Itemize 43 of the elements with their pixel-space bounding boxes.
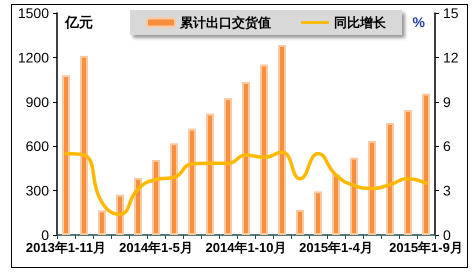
bar — [224, 98, 232, 235]
y2-axis-title: % — [412, 14, 426, 30]
bar — [242, 82, 250, 235]
bar — [404, 110, 412, 235]
x-tick-label: 2013年1-11月 — [26, 240, 106, 255]
y2-tick-label: 15 — [443, 5, 459, 21]
y2-tick-label: 0 — [443, 227, 451, 243]
bar — [206, 114, 214, 235]
bar — [188, 128, 196, 235]
bar — [386, 122, 394, 235]
y-axis-title: 亿元 — [64, 14, 93, 30]
legend-label: 同比增长 — [334, 15, 387, 30]
bar — [314, 191, 322, 235]
y2-tick-label: 9 — [443, 94, 451, 110]
legend-label: 累计出口交货值 — [179, 15, 271, 30]
y-tick-label: 1500 — [18, 5, 50, 21]
bar — [350, 158, 358, 235]
bar — [332, 174, 340, 235]
y-tick-label: 600 — [26, 138, 50, 154]
bar — [80, 56, 88, 235]
y-tick-label: 0 — [41, 227, 50, 243]
bar — [170, 143, 178, 235]
y2-tick-label: 12 — [443, 49, 459, 66]
y-tick-label: 1200 — [18, 49, 50, 66]
bar — [116, 194, 124, 235]
bar — [422, 94, 430, 235]
x-tick-label: 2015年1-4月 — [299, 240, 373, 255]
x-tick-label: 2015年1-9月 — [389, 240, 463, 255]
bar — [368, 140, 376, 235]
bar — [62, 75, 70, 235]
bar — [296, 210, 304, 235]
x-tick-label: 2014年1-10月 — [206, 240, 286, 255]
bar — [134, 178, 142, 235]
y2-tick-label: 3 — [443, 182, 451, 199]
bar — [152, 160, 160, 235]
x-tick-label: 2014年1-5月 — [119, 240, 193, 255]
y-tick-label: 900 — [26, 94, 50, 110]
line-series — [64, 150, 428, 216]
y-tick-label: 300 — [26, 182, 50, 199]
bar — [278, 44, 286, 235]
y2-tick-label: 6 — [443, 138, 451, 154]
bar — [260, 64, 268, 235]
bar — [98, 210, 106, 235]
